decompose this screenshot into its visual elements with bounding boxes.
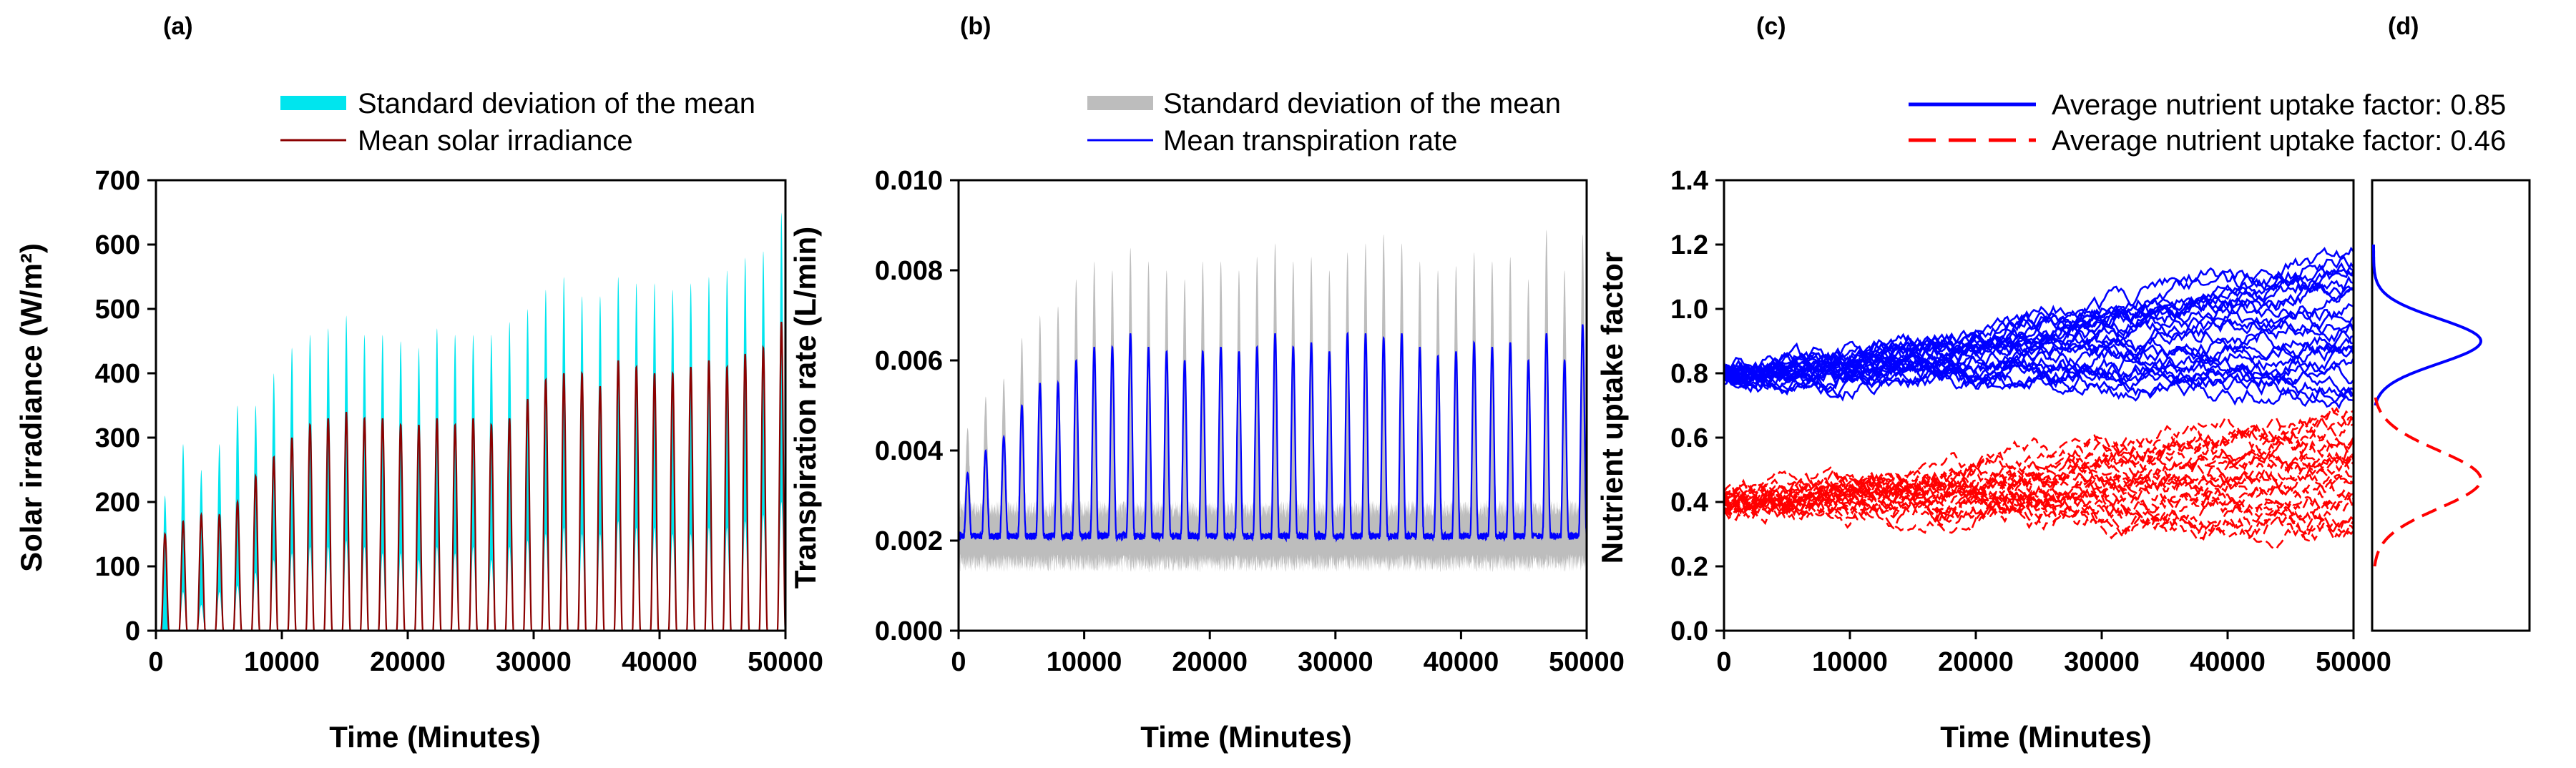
mean-line-b [957, 324, 1588, 543]
y-tick-label-c: 0.6 [1670, 423, 1708, 453]
plot-frame-d [2371, 179, 2531, 632]
dashed-trajectory [1724, 485, 2354, 539]
y-tick-label-b: 0.010 [875, 166, 943, 196]
y-tick-label-a: 500 [95, 295, 140, 325]
dashed-trajectory [1724, 450, 2354, 515]
x-tick-label-b: 50000 [1549, 647, 1625, 677]
x-tick-label-a: 10000 [244, 647, 320, 677]
x-tick-label-c: 10000 [1812, 647, 1888, 677]
dashed-trajectory [1724, 488, 2354, 530]
y-tick-label-a: 0 [125, 616, 140, 646]
legend-c: Average nutrient uptake factor: 0.85 Ave… [1909, 89, 2506, 157]
y-tick-label-c: 0.2 [1670, 552, 1708, 582]
y-tick-label-c: 0.4 [1670, 488, 1708, 518]
dashed-trajectory [1724, 415, 2354, 511]
y-tick-label-b: 0.006 [875, 346, 943, 376]
y-axis-title-a: Solar irradiance (W/m²) [14, 243, 48, 572]
dashed-trajectory [1724, 405, 2354, 515]
plot-frame-top-c [1723, 179, 2355, 632]
y-tick-label-c: 1.4 [1670, 166, 1708, 196]
x-tick-label-b: 30000 [1298, 647, 1373, 677]
x-tick-label-a: 30000 [496, 647, 572, 677]
solid-trajectory [1724, 275, 2354, 380]
x-tick-label-c: 20000 [1938, 647, 2014, 677]
y-tick-label-a: 200 [95, 488, 140, 518]
legend-a-band-swatch [280, 96, 346, 110]
panel-letter-d: (d) [2388, 13, 2419, 40]
plot-frame-top-b [957, 179, 1588, 632]
dashed-trajectory [1724, 494, 2354, 542]
legend-c-dashed-label: Average nutrient uptake factor: 0.46 [2052, 125, 2506, 157]
trajectories-c [1724, 246, 2354, 551]
panel-letter-b: (b) [960, 13, 991, 40]
y-tick-label-b: 0.004 [875, 436, 943, 466]
density-curve-dashed [2373, 389, 2482, 567]
solid-trajectory [1724, 345, 2354, 390]
plot-b: 0 10000 20000 30000 40000 50000 0.000 0.002 0.00… [875, 166, 1625, 677]
dashed-trajectory [1724, 407, 2354, 513]
x-tick-label-a: 0 [148, 647, 163, 677]
y-tick-label-c: 0.8 [1670, 359, 1708, 389]
dashed-trajectory [1724, 462, 2354, 516]
x-tick-label-a: 50000 [748, 647, 823, 677]
solid-trajectory [1724, 247, 2354, 378]
plot-frame-c [1723, 179, 2355, 632]
x-axis-title-b: Time (Minutes) [1140, 720, 1352, 754]
dashed-trajectory [1724, 438, 2354, 511]
x-tick-label-a: 40000 [622, 647, 697, 677]
x-tick-label-a: 20000 [370, 647, 446, 677]
y-tick-label-a: 100 [95, 552, 140, 582]
solid-trajectory [1724, 335, 2354, 385]
y-tick-label-a: 400 [95, 359, 140, 389]
dashed-trajectory [1724, 436, 2354, 503]
legend-b-band-label: Standard deviation of the mean [1163, 88, 1561, 119]
solid-trajectory [1724, 246, 2354, 383]
legend-a: Standard deviation of the mean Mean sola… [280, 88, 755, 157]
legend-b: Standard deviation of the mean Mean tran… [1087, 88, 1561, 157]
plot-a: 0 10000 20000 30000 40000 50000 0 100 200 300 400 5… [95, 166, 823, 677]
dashed-trajectory [1724, 430, 2354, 510]
y-tick-label-b: 0.000 [875, 616, 943, 646]
legend-a-line-label: Mean solar irradiance [358, 125, 633, 157]
y-tick-label-a: 300 [95, 423, 140, 453]
x-tick-label-b: 10000 [1047, 647, 1122, 677]
dashed-trajectory [1724, 415, 2354, 498]
density-curve-solid [2372, 245, 2483, 406]
y-tick-label-c: 1.2 [1670, 230, 1708, 260]
legend-b-band-swatch [1087, 96, 1153, 110]
y-axis-title-b: Transpiration rate (L/min) [788, 227, 822, 589]
y-tick-label-b: 0.008 [875, 256, 943, 286]
y-tick-label-c: 1.0 [1670, 295, 1708, 325]
x-tick-label-c: 40000 [2190, 647, 2266, 677]
x-tick-label-b: 40000 [1424, 647, 1499, 677]
y-tick-label-c: 0.0 [1670, 616, 1708, 646]
panel-letter-c: (c) [1756, 13, 1786, 40]
panel-letter-a: (a) [163, 13, 193, 40]
legend-a-band-label: Standard deviation of the mean [358, 88, 755, 119]
plot-frame-top-a [155, 179, 787, 632]
x-tick-label-c: 30000 [2064, 647, 2140, 677]
plot-d [2371, 179, 2531, 632]
x-tick-label-b: 0 [951, 647, 966, 677]
solid-trajectory [1724, 280, 2354, 383]
y-axis-title-c: Nutrient uptake factor [1595, 252, 1629, 563]
x-axis-title-c: Time (Minutes) [1940, 720, 2152, 754]
legend-c-solid-label: Average nutrient uptake factor: 0.85 [2052, 89, 2506, 121]
y-tick-label-a: 600 [95, 230, 140, 260]
y-tick-label-a: 700 [95, 166, 140, 196]
x-tick-label-c: 50000 [2316, 647, 2391, 677]
y-tick-label-b: 0.002 [875, 526, 943, 556]
x-tick-label-b: 20000 [1172, 647, 1248, 677]
x-axis-title-a: Time (Minutes) [329, 720, 541, 754]
x-tick-label-c: 0 [1716, 647, 1731, 677]
legend-b-line-label: Mean transpiration rate [1163, 125, 1457, 157]
plot-c: 0 10000 20000 30000 40000 50000 0.0 0.2 0.4 0.6 0.… [1670, 166, 2391, 677]
